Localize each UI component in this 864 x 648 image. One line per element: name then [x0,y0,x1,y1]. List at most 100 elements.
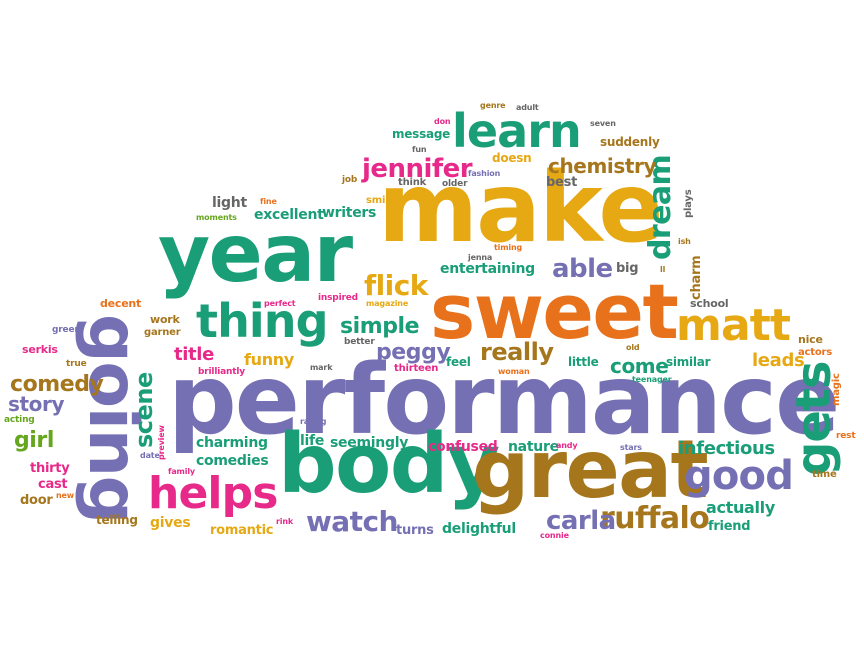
word-connie: connie [540,531,569,540]
word-funny: funny [244,350,294,369]
word-chemistry: chemistry [548,154,657,178]
word-doesn: doesn [492,151,532,165]
word-comedies: comedies [196,453,269,469]
word-light: light [212,195,247,211]
word-time: time [812,469,837,480]
word-girl: girl [14,428,54,453]
word-andy: andy [556,441,578,450]
word-really: really [480,338,554,366]
word-body: body [278,417,500,512]
word-romantic: romantic [210,523,274,538]
word-suddenly: suddenly [600,135,660,149]
word-older: older [442,179,468,189]
word-think: think [398,177,427,188]
word-date: date [140,451,160,460]
word-perfect: perfect [264,299,296,308]
word-thirteen: thirteen [394,363,439,374]
word-jenna: jenna [468,253,493,262]
word-school: school [690,297,729,310]
word-true: true [66,359,87,369]
word-work: work [150,313,180,326]
word-matt: matt [676,300,791,351]
word-teenager: teenager [632,375,672,384]
word-stars: stars [620,443,642,452]
word-job: job [342,175,358,185]
word-moments: moments [196,213,237,222]
word-garner: garner [144,327,181,338]
word-turns: turns [396,523,434,538]
word-actually: actually [706,498,775,517]
word-message: message [392,127,451,141]
word-fashion: fashion [468,169,501,178]
word-seemingly: seemingly [330,435,409,451]
word-big: big [616,261,639,276]
word-brilliantly: brilliantly [198,367,245,377]
word-sweet: sweet [430,267,679,356]
word-story: story [8,392,65,416]
word-rink: rink [276,517,294,526]
word-thing: thing [196,294,329,348]
word-carla: carla [546,506,616,536]
word-magazine: magazine [366,299,409,308]
word-performance: performance [168,344,840,456]
word-great: great [472,423,709,516]
word-old: old [626,343,640,352]
word-genre: genre [480,101,506,110]
word-ll: ll [660,265,666,274]
word-feel: feel [446,355,471,369]
word-charm: charm [689,255,704,300]
word-acting: acting [4,415,35,425]
word-flick: flick [364,269,428,302]
word-year: year [158,207,353,300]
word-excellent: excellent [254,207,324,223]
word-able: able [552,254,613,284]
word-nice: nice [798,333,823,346]
word-woman: woman [498,367,530,376]
word-ish: ish [678,237,691,246]
word-ruffalo: ruffalo [600,501,710,536]
word-smile: smile [366,195,396,206]
word-writers: writers [322,205,377,221]
word-scene: scene [130,372,158,448]
word-family: family [168,467,195,476]
word-preview: preview [157,425,166,460]
word-infectious: infectious [678,438,775,459]
word-gives: gives [150,515,191,531]
word-entertaining: entertaining [440,261,535,277]
word-good: good [684,453,794,499]
word-decent: decent [100,297,142,310]
word-leads: leads [752,350,805,371]
word-make: make [378,152,663,264]
word-charming: charming [196,435,268,451]
word-mark: mark [310,363,333,372]
word-friend: friend [708,519,751,534]
word-cast: cast [38,477,68,492]
word-title: title [174,344,214,365]
word-watch: watch [306,505,398,538]
word-actors: actors [798,347,833,358]
word-come: come [610,354,669,378]
word-comedy: comedy [10,372,104,397]
word-better: better [344,337,375,347]
word-new: new [56,491,75,500]
word-best: best [546,175,578,190]
word-don: don [434,117,451,126]
word-magic: magic [831,373,842,406]
word-door: door [20,493,53,508]
word-fine: fine [260,197,277,206]
word-nature: nature [508,439,559,455]
word-greer: greer [52,325,79,335]
word-delightful: delightful [442,521,516,537]
word-learn: learn [452,104,582,158]
word-life: life [300,433,325,449]
word-similar: similar [666,355,711,369]
word-inspired: inspired [318,293,358,303]
word-rest: rest [836,431,856,441]
word-timing: timing [494,243,523,252]
word-adult: adult [516,103,539,112]
word-telling: telling [96,513,138,527]
word-seven: seven [590,119,616,128]
word-simple: simple [340,314,420,339]
word-confused: confused [428,439,498,455]
